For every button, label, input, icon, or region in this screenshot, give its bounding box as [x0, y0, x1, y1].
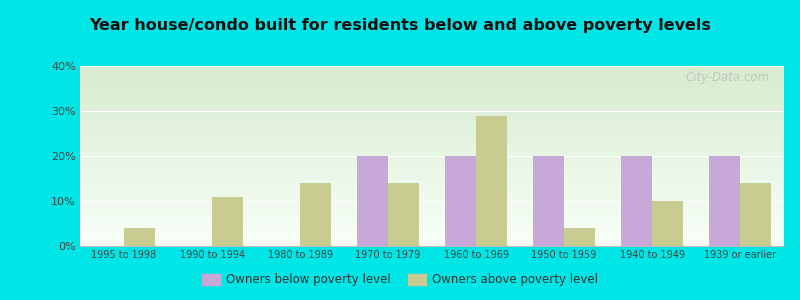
- Bar: [710, 156, 740, 246]
- Bar: [358, 156, 388, 246]
- Bar: [388, 183, 419, 246]
- Bar: [740, 183, 770, 246]
- Text: Year house/condo built for residents below and above poverty levels: Year house/condo built for residents bel…: [89, 18, 711, 33]
- Bar: [300, 183, 331, 246]
- Bar: [124, 228, 155, 246]
- Bar: [564, 228, 594, 246]
- Legend: Owners below poverty level, Owners above poverty level: Owners below poverty level, Owners above…: [198, 269, 602, 291]
- Bar: [622, 156, 652, 246]
- Bar: [446, 156, 476, 246]
- Bar: [534, 156, 564, 246]
- Bar: [652, 201, 682, 246]
- Bar: [212, 196, 243, 246]
- Text: City-Data.com: City-Data.com: [686, 71, 770, 84]
- Bar: [476, 116, 507, 246]
